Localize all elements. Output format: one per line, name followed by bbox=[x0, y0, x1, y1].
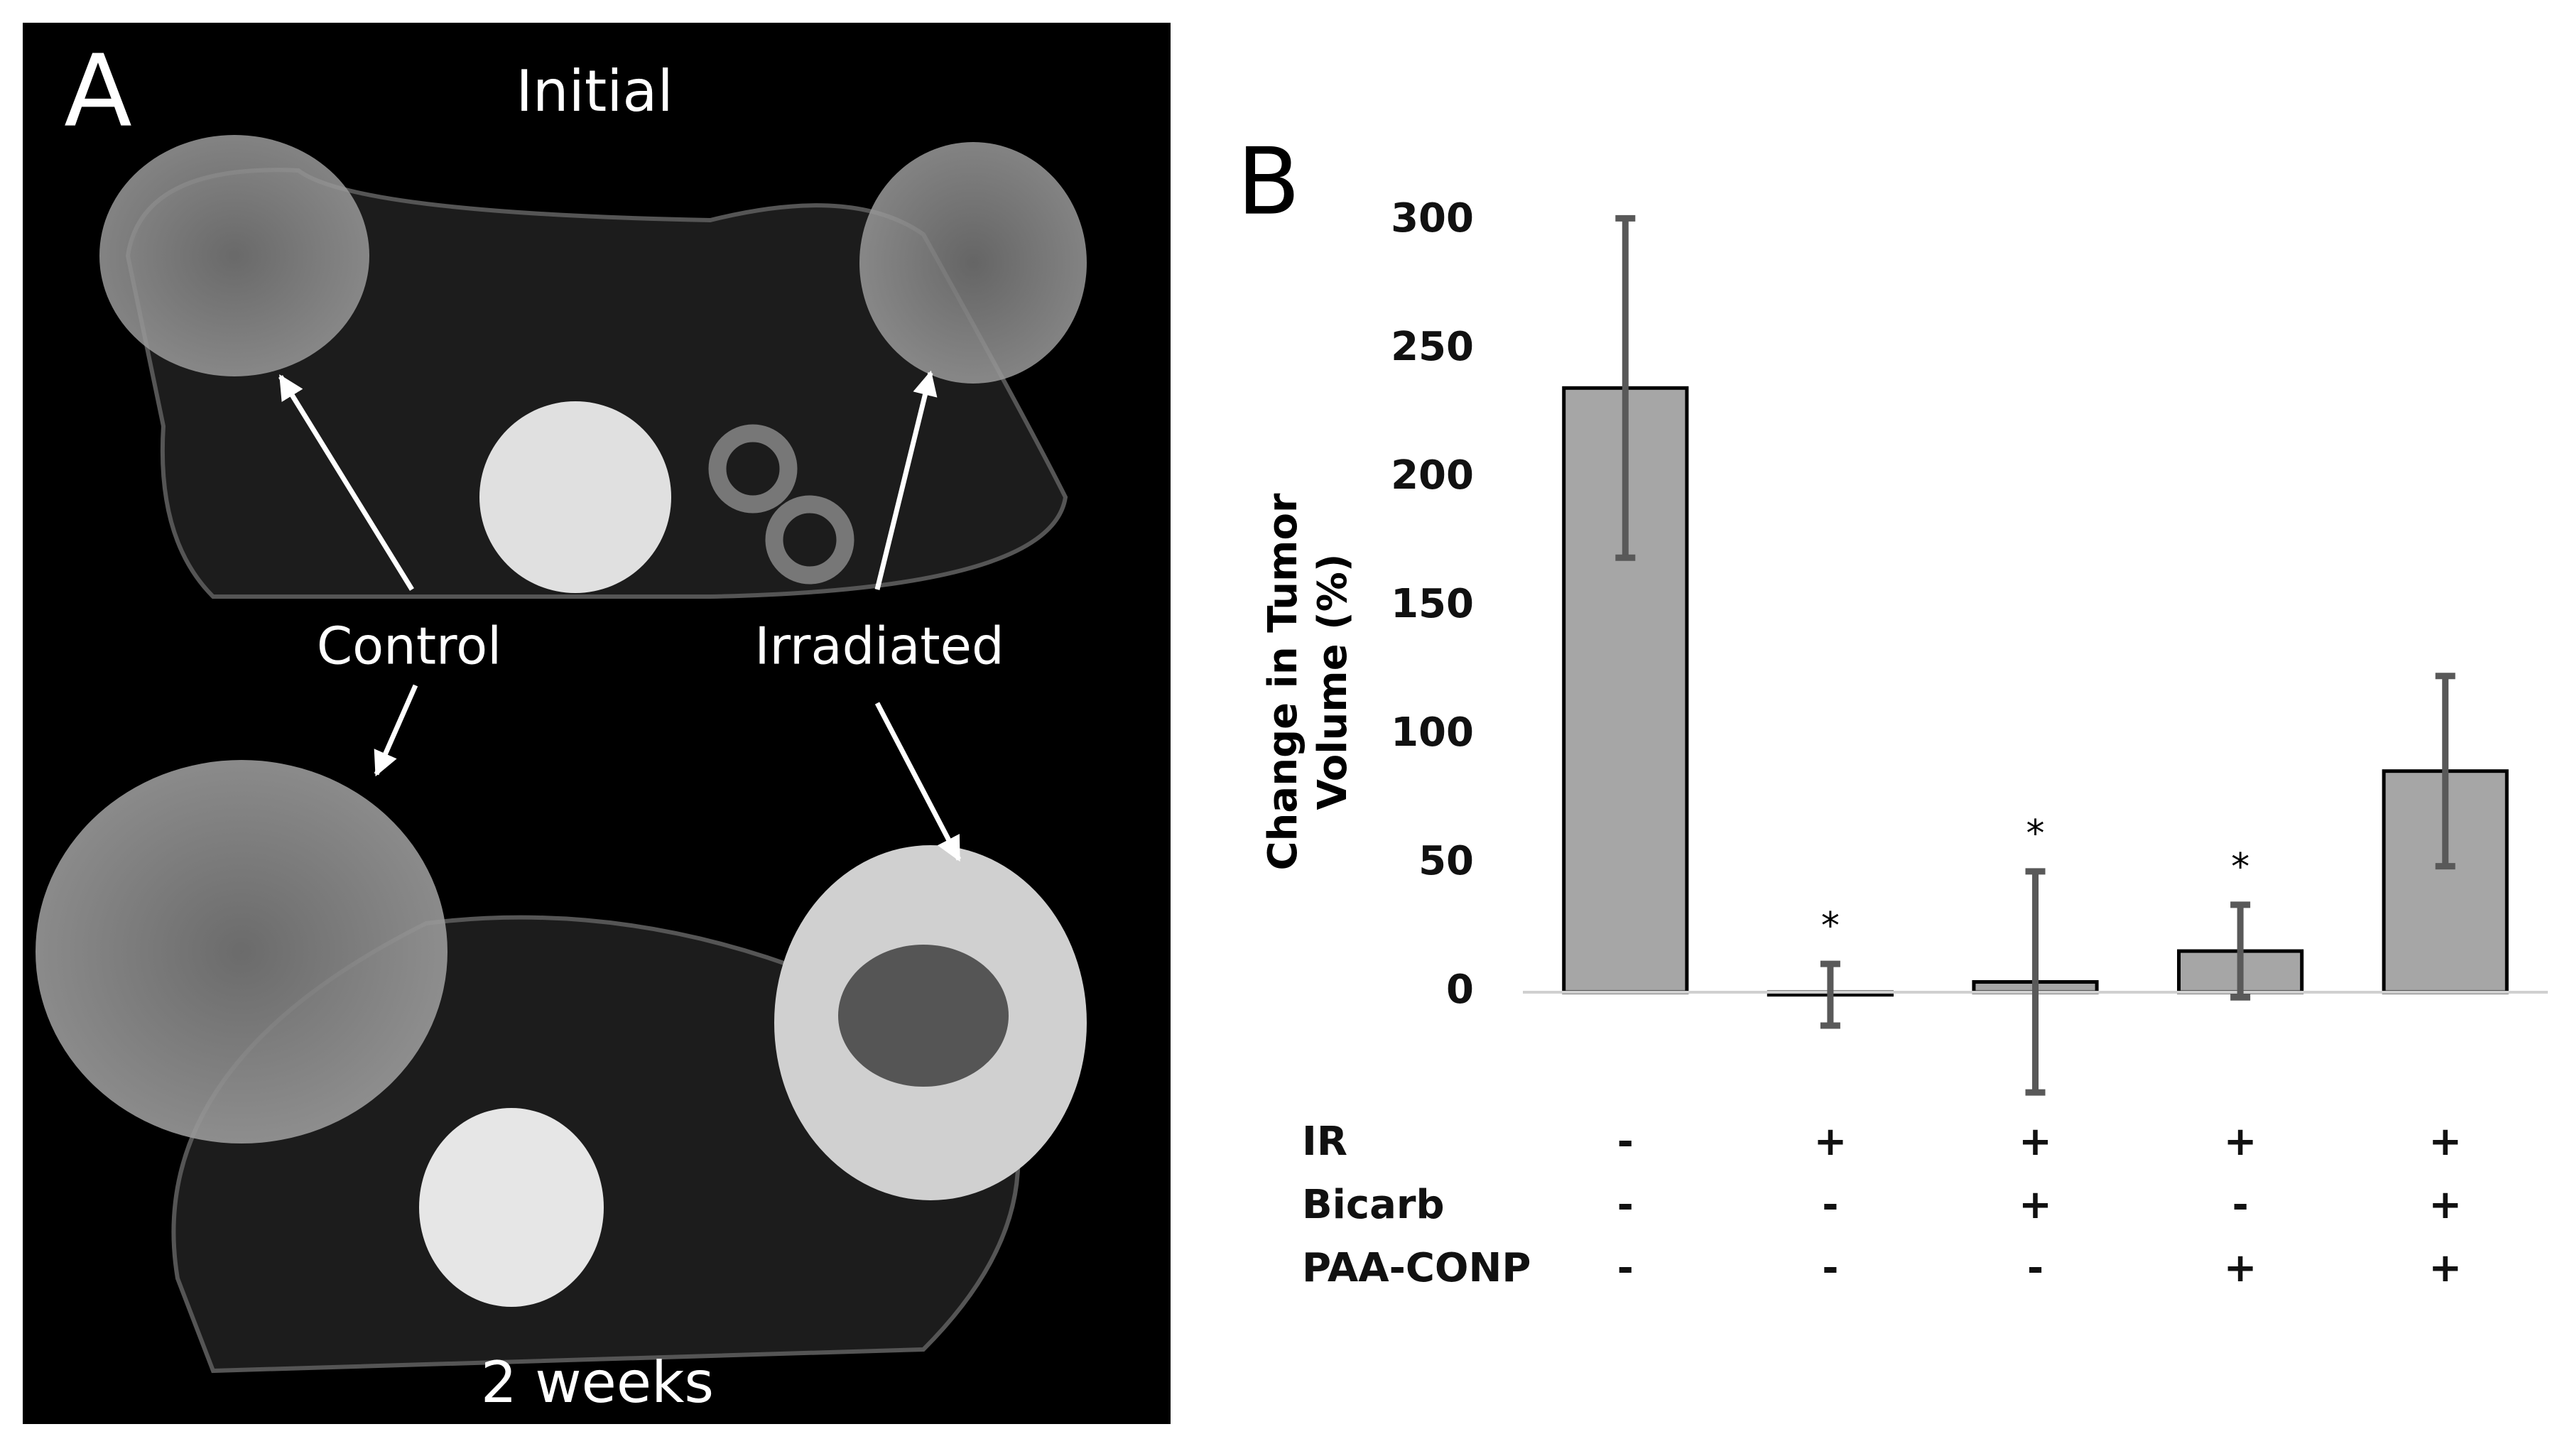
condition-sign: - bbox=[1822, 1245, 1838, 1291]
row-label: IR bbox=[1302, 1119, 1347, 1165]
annotation: Irradiated bbox=[754, 616, 1004, 676]
condition-sign: - bbox=[2027, 1245, 2044, 1291]
row-label: Bicarb bbox=[1302, 1182, 1445, 1228]
y-tick-label: 200 bbox=[1391, 452, 1474, 499]
condition-sign: + bbox=[2224, 1119, 2257, 1165]
condition-sign: - bbox=[2232, 1182, 2248, 1228]
condition-sign: + bbox=[2019, 1119, 2052, 1165]
y-tick-label: 50 bbox=[1418, 838, 1474, 884]
image-label: Initial bbox=[516, 58, 673, 124]
y-tick-label: 150 bbox=[1391, 581, 1474, 627]
condition-sign: + bbox=[2428, 1245, 2462, 1291]
condition-sign: - bbox=[1617, 1245, 1634, 1291]
image-label: 2 weeks bbox=[481, 1349, 714, 1416]
significance-mark: * bbox=[2026, 813, 2045, 855]
condition-sign: + bbox=[1813, 1119, 1847, 1165]
y-axis-title: Change in Tumor Volume (%) bbox=[1260, 493, 1356, 870]
condition-sign: - bbox=[1617, 1182, 1634, 1228]
y-tick-label: 100 bbox=[1391, 710, 1474, 756]
annotation: Control bbox=[317, 616, 501, 676]
condition-sign: + bbox=[2428, 1182, 2462, 1228]
condition-sign: + bbox=[2224, 1245, 2257, 1291]
condition-sign: - bbox=[1822, 1182, 1838, 1228]
condition-sign: - bbox=[1617, 1119, 1634, 1165]
y-axis-title-line: Change in Tumor bbox=[1260, 493, 1306, 870]
condition-sign: + bbox=[2019, 1182, 2052, 1228]
row-label: PAA-CONP bbox=[1302, 1245, 1531, 1291]
mri-panel: A Initial Control Irradiated 2 weeks bbox=[23, 23, 1171, 1424]
panel-label: B bbox=[1237, 128, 1300, 236]
significance-mark: * bbox=[2231, 846, 2249, 889]
panel-label: A bbox=[64, 34, 132, 150]
significance-mark: * bbox=[1821, 905, 1840, 947]
y-axis-title-line: Volume (%) bbox=[1310, 554, 1356, 810]
condition-sign: + bbox=[2428, 1119, 2462, 1165]
y-tick-label: 0 bbox=[1446, 967, 1474, 1013]
y-tick-label: 300 bbox=[1391, 195, 1474, 241]
y-tick-label: 250 bbox=[1391, 324, 1474, 370]
